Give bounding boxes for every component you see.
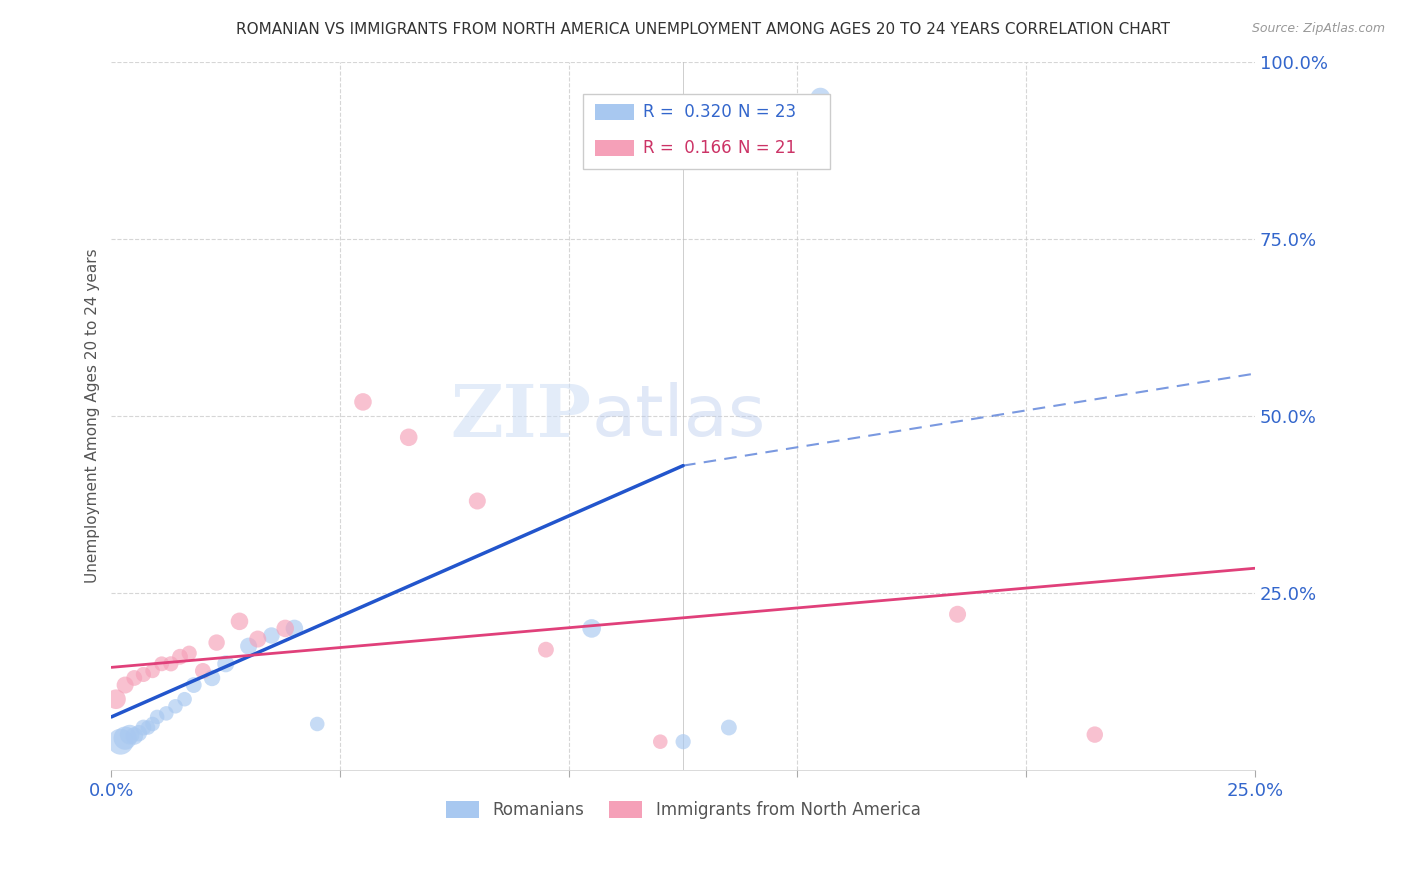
Point — [274, 622, 297, 636]
Point — [173, 692, 195, 706]
Point — [146, 710, 169, 724]
Text: ZIP: ZIP — [451, 381, 592, 451]
Point — [205, 635, 228, 649]
Point — [228, 615, 250, 629]
Text: ROMANIAN VS IMMIGRANTS FROM NORTH AMERICA UNEMPLOYMENT AMONG AGES 20 TO 24 YEARS: ROMANIAN VS IMMIGRANTS FROM NORTH AMERIC… — [236, 22, 1170, 37]
Point — [465, 494, 488, 508]
Point — [808, 90, 831, 104]
Point — [183, 678, 205, 692]
Point — [1084, 728, 1107, 742]
Point — [110, 734, 132, 748]
Point — [128, 726, 150, 740]
Point — [160, 657, 183, 671]
Text: atlas: atlas — [592, 382, 766, 450]
Point — [307, 717, 329, 731]
Point — [132, 721, 155, 735]
Point — [215, 657, 238, 671]
Point — [191, 664, 214, 678]
Point — [136, 721, 159, 735]
Y-axis label: Unemployment Among Ages 20 to 24 years: Unemployment Among Ages 20 to 24 years — [86, 249, 100, 583]
Point — [165, 699, 187, 714]
Text: R =  0.166: R = 0.166 — [643, 139, 731, 157]
Point — [150, 657, 173, 671]
Point — [118, 728, 141, 742]
Point — [124, 671, 146, 685]
Point — [534, 642, 557, 657]
Point — [946, 607, 969, 622]
Point — [352, 395, 374, 409]
Point — [717, 721, 740, 735]
Point — [114, 731, 136, 746]
Point — [398, 430, 420, 444]
Point — [142, 664, 165, 678]
Point — [104, 692, 127, 706]
Point — [283, 622, 305, 636]
Text: R =  0.320: R = 0.320 — [643, 103, 731, 121]
Text: N = 23: N = 23 — [738, 103, 796, 121]
Point — [155, 706, 177, 721]
Legend: Romanians, Immigrants from North America: Romanians, Immigrants from North America — [439, 794, 928, 825]
Point — [179, 646, 201, 660]
Point — [169, 649, 191, 664]
Point — [238, 639, 260, 653]
Point — [132, 667, 155, 681]
Point — [260, 628, 283, 642]
Point — [114, 678, 136, 692]
Point — [650, 734, 672, 748]
Text: N = 21: N = 21 — [738, 139, 796, 157]
Point — [142, 717, 165, 731]
Point — [246, 632, 269, 646]
Point — [672, 734, 695, 748]
Point — [201, 671, 224, 685]
Point — [581, 622, 603, 636]
Point — [124, 729, 146, 743]
Text: Source: ZipAtlas.com: Source: ZipAtlas.com — [1251, 22, 1385, 36]
